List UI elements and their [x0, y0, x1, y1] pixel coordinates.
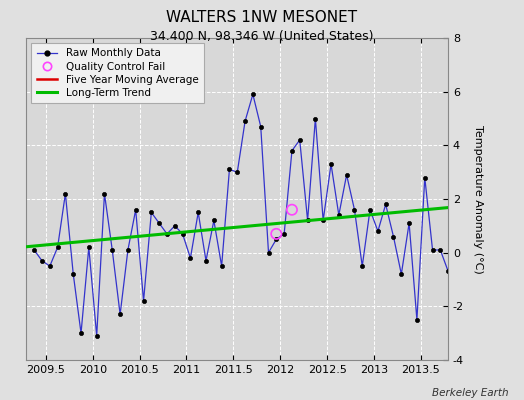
- Text: WALTERS 1NW MESONET: WALTERS 1NW MESONET: [167, 10, 357, 25]
- Point: [272, 231, 280, 237]
- Text: Berkeley Earth: Berkeley Earth: [432, 388, 508, 398]
- Y-axis label: Temperature Anomaly (°C): Temperature Anomaly (°C): [474, 125, 484, 273]
- Point: [288, 206, 296, 213]
- Legend: Raw Monthly Data, Quality Control Fail, Five Year Moving Average, Long-Term Tren: Raw Monthly Data, Quality Control Fail, …: [31, 43, 204, 103]
- Text: 34.400 N, 98.346 W (United States): 34.400 N, 98.346 W (United States): [150, 30, 374, 43]
